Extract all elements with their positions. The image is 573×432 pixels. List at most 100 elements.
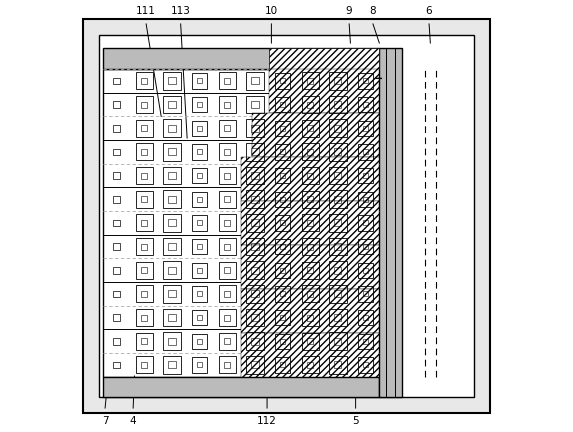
Bar [307, 291, 313, 297]
Bar [142, 125, 147, 131]
Bar [168, 243, 175, 250]
Bar [302, 309, 319, 326]
Bar [307, 220, 313, 226]
Bar [168, 361, 175, 368]
Bar [280, 362, 285, 367]
Bar [246, 214, 264, 232]
Bar [197, 79, 202, 83]
Bar [197, 149, 202, 154]
Bar [252, 77, 258, 85]
Bar [329, 285, 347, 303]
Bar [192, 310, 207, 325]
Bar [163, 261, 181, 279]
Bar [280, 149, 285, 154]
Bar [168, 267, 175, 274]
Bar [307, 149, 313, 155]
Bar [192, 215, 207, 231]
Bar [113, 314, 120, 321]
Bar [241, 245, 379, 289]
Bar [136, 96, 153, 113]
Bar [136, 262, 153, 279]
Bar [225, 362, 230, 368]
Bar [163, 332, 181, 350]
Bar [163, 214, 181, 232]
Bar [275, 357, 291, 372]
Bar [302, 191, 319, 208]
Bar [225, 149, 230, 155]
Bar [363, 220, 368, 226]
Bar [302, 333, 319, 350]
Bar [307, 196, 313, 202]
Bar [241, 201, 379, 245]
Bar [363, 268, 368, 273]
Bar [142, 102, 147, 108]
Bar [329, 214, 347, 232]
Bar [192, 263, 207, 278]
Bar [335, 267, 342, 274]
Bar [192, 168, 207, 183]
Bar [219, 167, 236, 184]
Bar [275, 215, 291, 231]
Bar [335, 77, 342, 85]
Bar [275, 144, 291, 159]
Bar [246, 191, 264, 208]
Bar [302, 73, 319, 89]
Bar [197, 292, 202, 296]
Bar [163, 96, 181, 114]
Bar [252, 219, 258, 226]
Bar [335, 243, 342, 250]
Bar [113, 243, 120, 250]
Bar [269, 48, 379, 69]
Bar [142, 362, 147, 368]
Bar [225, 102, 230, 108]
Bar [329, 119, 347, 137]
Bar [168, 290, 175, 298]
Bar [302, 286, 319, 302]
Bar [197, 126, 202, 131]
Bar [363, 292, 368, 296]
Bar [246, 356, 264, 374]
Bar [329, 143, 347, 161]
Bar [329, 191, 347, 208]
Bar [252, 113, 379, 157]
Bar [302, 167, 319, 184]
Bar [163, 238, 181, 255]
Bar [302, 356, 319, 373]
Bar [163, 143, 181, 161]
Bar [363, 362, 368, 367]
Bar [358, 334, 373, 349]
Bar [142, 244, 147, 250]
Bar [363, 339, 368, 344]
Bar [335, 290, 342, 298]
Bar [246, 238, 264, 255]
Bar [168, 101, 175, 108]
Text: 111: 111 [136, 6, 156, 16]
Bar [335, 101, 342, 108]
Bar [280, 292, 285, 296]
Bar [307, 173, 313, 178]
Bar [335, 196, 342, 203]
Bar [136, 333, 153, 350]
Bar [197, 197, 202, 202]
Bar [225, 267, 230, 273]
Bar [252, 267, 258, 274]
Bar [219, 96, 236, 113]
Bar [280, 315, 285, 320]
Bar [358, 168, 373, 183]
Bar [302, 143, 319, 160]
Bar [163, 167, 181, 184]
Bar [219, 356, 236, 373]
Bar [136, 214, 153, 232]
Bar [163, 119, 181, 137]
Text: 7: 7 [102, 416, 108, 426]
Bar [225, 196, 230, 202]
Bar [136, 73, 153, 89]
Bar [363, 102, 368, 107]
Bar [252, 125, 258, 132]
Bar [329, 72, 347, 90]
Bar [225, 244, 230, 250]
Bar [241, 157, 379, 201]
Bar [275, 121, 291, 136]
Bar [168, 148, 175, 156]
Bar [335, 148, 342, 156]
